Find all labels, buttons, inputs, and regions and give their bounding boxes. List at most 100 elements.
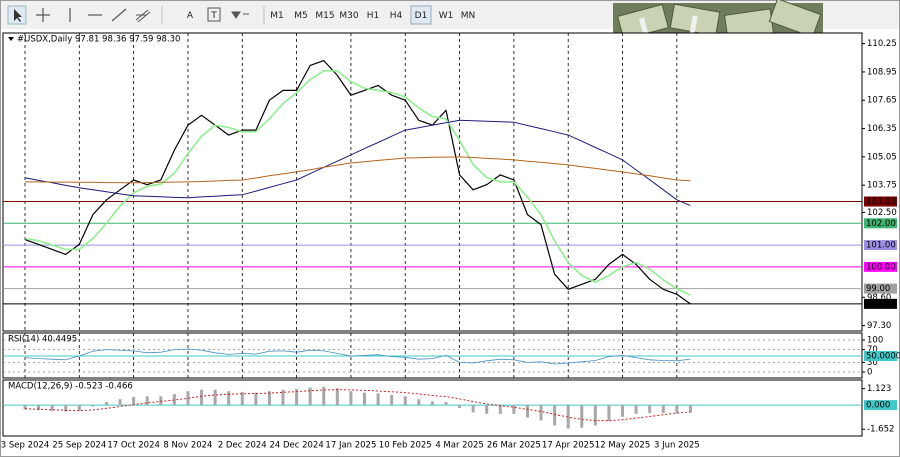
level-label-box: [864, 240, 897, 251]
bill: [768, 0, 822, 38]
x-tick-label: 8 Nov 2024: [163, 441, 212, 451]
histogram-bar: [648, 405, 652, 414]
x-tick-label: 26 Mar 2025: [487, 441, 541, 451]
series-line: [24, 389, 691, 422]
panel-frame: [2, 32, 863, 332]
active-timeframe: [410, 5, 432, 25]
trendline-button[interactable]: [111, 8, 127, 22]
histogram-bar: [227, 391, 231, 406]
cursor-icon: [14, 9, 22, 22]
x-tick-label: 25 Sep 2024: [52, 441, 106, 451]
histogram-bar: [77, 405, 81, 411]
y-tick-label: 108.95: [867, 67, 897, 77]
text-tool[interactable]: A: [187, 11, 194, 21]
level-label-box: [864, 298, 897, 309]
histogram-bar: [430, 401, 434, 406]
x-tick-label: 12 May 2025: [595, 441, 650, 451]
histogram-bar: [580, 405, 584, 428]
histogram-bar: [498, 405, 502, 414]
histogram-bar: [91, 405, 95, 407]
level-label-box: [864, 196, 897, 207]
histogram-bar: [281, 389, 285, 406]
x-tick-label: 24 Dec 2024: [269, 441, 323, 451]
histogram-bar: [308, 387, 312, 406]
series-line: [24, 60, 691, 305]
histogram-bar: [403, 396, 407, 406]
panel-frame: [2, 379, 863, 437]
histogram-bar: [661, 405, 665, 414]
timeframe-button[interactable]: M30: [339, 11, 358, 21]
histogram-bar: [132, 397, 136, 406]
level-label-box: [864, 400, 897, 411]
series-line: [24, 348, 691, 365]
histogram-bar: [525, 405, 529, 418]
histogram-bar: [471, 405, 475, 413]
timeframe-button[interactable]: M1: [270, 11, 284, 21]
y-tick-label: 0: [867, 368, 872, 378]
x-tick-label: 2 Dec 2024: [218, 441, 267, 451]
panel-title: RSI(14) 40.4495: [8, 335, 77, 345]
timeframe-button[interactable]: M15: [315, 11, 334, 21]
histogram-bar: [172, 394, 176, 406]
channel-button[interactable]: [135, 9, 151, 23]
histogram-bar: [512, 405, 516, 414]
level-label: 101.00: [866, 241, 896, 251]
level-label: 99.00: [866, 284, 890, 294]
histogram-bar: [186, 391, 190, 406]
level-label-box: [864, 351, 897, 361]
timeframe-button[interactable]: MN: [461, 11, 476, 21]
histogram-bar: [417, 399, 421, 406]
y-tick-label: 102.50: [867, 208, 897, 218]
panel-title: MACD(12,26,9) -0.523 -0.466: [8, 382, 133, 392]
plot-area: 110.25 108.95 107.65 106.35 105.05 103.75 102.…: [1, 32, 900, 451]
y-tick-label: 97.30: [867, 321, 891, 331]
y-tick-label: 98.60: [867, 293, 891, 303]
level-label-box: [864, 261, 897, 272]
series-line: [24, 119, 691, 207]
histogram-bar: [675, 405, 679, 414]
histogram-bar: [159, 396, 163, 406]
level-label: 98.30: [866, 299, 890, 309]
level-label: 0.000: [866, 401, 890, 411]
histogram-bar: [37, 405, 41, 411]
level-label-box: [864, 283, 897, 294]
histogram-bar: [64, 405, 68, 412]
histogram-bar: [335, 388, 339, 406]
histogram-bar: [566, 405, 570, 429]
level-label: 102.00: [866, 219, 896, 229]
timeframe-button[interactable]: D1: [415, 11, 428, 21]
series-line: [25, 156, 691, 184]
y-tick-label: 110.25: [867, 39, 897, 49]
x-tick-label: 3 Jun 2025: [654, 441, 700, 451]
y-tick-label: 105.05: [867, 152, 897, 162]
timeframe-button[interactable]: W1: [439, 11, 454, 21]
histogram-bar: [23, 405, 27, 410]
timeframe-button[interactable]: M5: [294, 11, 308, 21]
channel-icon: [135, 9, 151, 23]
histogram-bar: [213, 389, 217, 406]
histogram-bar: [118, 399, 122, 406]
histogram-bar: [363, 392, 366, 406]
histogram-bar: [200, 389, 204, 406]
arrows-button[interactable]: [231, 11, 249, 19]
series-line: [24, 70, 691, 296]
histogram-bar: [50, 405, 54, 411]
label-tool[interactable]: T: [210, 11, 217, 21]
histogram-bar: [553, 405, 557, 426]
histogram-bar: [240, 391, 244, 406]
crosshair-button[interactable]: [36, 8, 50, 22]
histogram-bar: [267, 391, 271, 406]
x-tick-label: 3 Sep 2024: [1, 441, 49, 451]
panel-title: #USDX,Daily 97.81 98.36 97.59 98.30: [17, 35, 180, 45]
timeframe-button[interactable]: H1: [367, 11, 380, 21]
histogram-bar: [322, 386, 326, 406]
histogram-bar: [593, 405, 597, 426]
level-label-box: [864, 218, 897, 229]
timeframe-button[interactable]: H4: [390, 11, 403, 21]
histogram-bar: [349, 391, 353, 406]
x-tick-label: 17 Apr 2025: [542, 441, 595, 451]
histogram-bar: [145, 396, 149, 406]
y-tick-label: 70: [867, 345, 878, 355]
